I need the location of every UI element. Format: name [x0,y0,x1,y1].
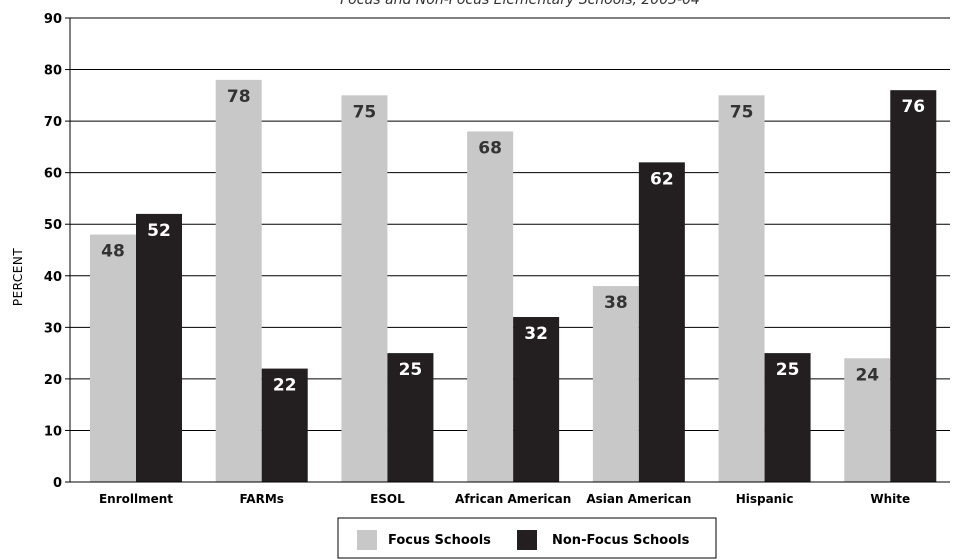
bar-value-label: 62 [650,169,674,189]
x-axis-categories: Enrollment FARMs ESOL African American Asian… [99,492,910,506]
bar-non-focus [261,368,308,482]
bars: 48 52 78 22 75 25 68 32 38 62 75 25 24 76 [90,79,937,482]
chart-title: Focus and Non-Focus Elementary Schools, … [340,0,700,8]
bar-focus [215,79,262,482]
x-category-label: ESOL [370,492,405,506]
x-category-label: Asian American [586,492,691,506]
x-category-label: Hispanic [736,492,794,506]
legend-swatch-non-focus [517,530,537,550]
x-category-label: African American [455,492,571,506]
bar-value-label: 78 [227,87,251,107]
bar-value-label: 68 [478,138,502,158]
y-tick-label: 50 [44,218,62,233]
y-tick-label: 90 [44,12,62,27]
x-category-label: Enrollment [99,492,173,506]
y-tick-label: 0 [53,476,62,491]
y-tick-label: 20 [44,373,62,388]
bar-value-label: 76 [901,97,925,117]
bar-focus [844,358,891,482]
bar-value-label: 52 [147,221,171,241]
bar-non-focus [387,353,434,482]
bar-value-label: 22 [273,376,297,396]
y-tick-label: 70 [44,115,62,130]
bar-non-focus [764,353,811,482]
bar-value-label: 75 [730,102,754,122]
legend-label-focus: Focus Schools [388,533,491,548]
bar-value-label: 25 [399,360,423,380]
y-tick-label: 30 [44,321,62,336]
bar-value-label: 48 [101,242,125,262]
bar-focus [467,131,514,482]
y-axis-label: PERCENT [11,248,25,306]
bar-non-focus [136,213,182,482]
bar-non-focus [638,162,685,482]
bar-value-label: 38 [604,293,628,313]
bar-focus [341,95,388,482]
legend: Focus Schools Non-Focus Schools [337,517,717,559]
legend-swatch-focus [357,530,377,550]
bar-value-label: 25 [776,360,800,380]
x-category-label: FARMs [239,492,283,506]
bar-focus [592,286,639,482]
y-tick-label: 60 [44,167,62,182]
x-category-label: White [870,492,910,506]
y-tick-label: 40 [44,270,62,285]
bar-value-label: 32 [524,324,548,344]
bar-focus [90,234,136,482]
y-tick-label: 10 [44,424,62,439]
bar-non-focus [890,90,937,482]
bar-value-label: 24 [855,365,879,385]
legend-label-non-focus: Non-Focus Schools [552,533,690,548]
y-tick-label: 80 [44,64,62,79]
bar-focus [718,95,765,482]
bar-non-focus [513,317,560,482]
y-axis-ticks: 0 10 20 30 40 50 60 70 80 90 [44,12,70,491]
bar-value-label: 75 [353,102,377,122]
